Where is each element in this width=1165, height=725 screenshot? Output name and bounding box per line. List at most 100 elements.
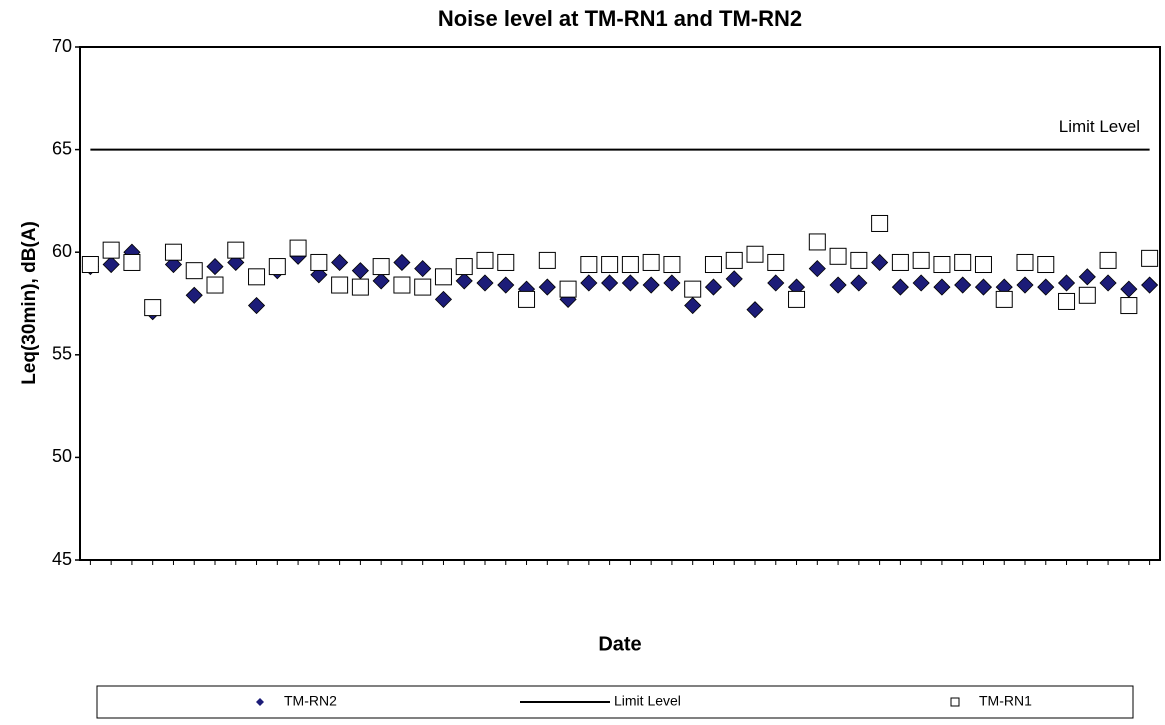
diamond-marker	[912, 274, 930, 292]
square-marker	[725, 251, 743, 269]
y-axis-label: Leq(30min), dB(A)	[19, 221, 40, 385]
diamond-marker	[476, 274, 494, 292]
square-marker	[912, 251, 930, 269]
diamond-marker	[974, 278, 993, 296]
square-marker	[974, 256, 992, 274]
diamond-marker	[434, 290, 453, 308]
square-marker	[206, 276, 224, 294]
legend-label: TM-RN1	[979, 693, 1032, 709]
diamond-marker	[1099, 274, 1117, 292]
square-marker	[954, 253, 972, 271]
diamond-marker	[580, 274, 598, 292]
square-marker	[704, 256, 722, 274]
diamond-marker	[704, 278, 723, 296]
diamond-marker	[642, 276, 660, 294]
diamond-marker	[393, 253, 411, 272]
diamond-marker	[372, 272, 390, 290]
square-marker	[227, 241, 245, 259]
square-marker	[684, 280, 702, 298]
square-marker	[642, 253, 660, 271]
diamond-marker	[871, 253, 889, 272]
diamond-marker	[1078, 268, 1096, 286]
square-marker	[497, 253, 515, 271]
square-marker	[248, 268, 266, 286]
diamond-marker	[1120, 280, 1138, 298]
y-tick-label: 50	[52, 446, 72, 466]
diamond-marker	[414, 260, 432, 278]
square-marker	[351, 278, 369, 296]
square-marker	[164, 243, 182, 261]
diamond-marker	[684, 296, 702, 315]
y-tick-label: 65	[52, 138, 72, 158]
square-marker	[331, 276, 349, 294]
square-marker	[788, 290, 806, 308]
diamond-marker	[1037, 278, 1055, 296]
square-marker	[1120, 297, 1138, 315]
square-marker	[601, 256, 619, 274]
square-marker	[580, 256, 598, 274]
square-marker	[663, 256, 681, 274]
y-tick-label: 60	[52, 241, 72, 261]
square-marker	[538, 251, 556, 269]
square-marker	[476, 251, 494, 269]
diamond-marker	[621, 274, 639, 292]
plot-frame	[79, 46, 1161, 561]
square-marker	[559, 280, 577, 298]
square-marker	[933, 256, 951, 274]
square-marker	[850, 251, 868, 269]
diamond-marker	[1141, 276, 1159, 294]
square-marker	[871, 214, 889, 232]
square-marker	[808, 233, 826, 251]
diamond-marker	[663, 274, 681, 292]
diamond-marker	[725, 270, 743, 288]
square-marker	[829, 247, 847, 265]
chart-title: Noise level at TM-RN1 and TM-RN2	[438, 6, 802, 31]
square-marker	[310, 253, 328, 271]
square-marker	[767, 253, 785, 271]
annotation: Limit Level	[1059, 117, 1140, 136]
square-marker	[891, 253, 909, 271]
x-axis-label: Date	[598, 633, 641, 655]
legend-swatch	[950, 697, 960, 707]
square-marker	[393, 276, 411, 294]
legend-swatch	[256, 698, 264, 706]
diamond-marker	[331, 253, 349, 272]
diamond-marker	[933, 278, 951, 296]
diamond-marker	[829, 276, 847, 294]
legend-label: TM-RN2	[284, 693, 337, 709]
square-marker	[185, 262, 203, 280]
square-marker	[81, 256, 99, 274]
square-marker	[123, 253, 141, 271]
y-tick-label: 45	[52, 549, 72, 569]
diamond-marker	[351, 262, 369, 280]
square-marker	[746, 245, 764, 263]
square-marker	[995, 290, 1013, 308]
diamond-marker	[455, 272, 473, 290]
diamond-marker	[891, 278, 909, 296]
square-marker	[518, 290, 536, 308]
diamond-marker	[1016, 276, 1034, 294]
legend-box	[96, 685, 1134, 719]
diamond-marker	[538, 278, 556, 296]
square-marker	[455, 258, 473, 276]
legend-label: Limit Level	[614, 693, 681, 709]
diamond-marker	[808, 260, 826, 278]
square-marker	[1078, 286, 1096, 304]
diamond-marker	[247, 296, 266, 315]
square-marker	[1058, 292, 1076, 310]
square-marker	[1141, 249, 1159, 267]
diamond-marker	[1057, 274, 1076, 292]
square-marker	[289, 239, 307, 257]
diamond-marker	[954, 276, 972, 294]
diamond-marker	[206, 257, 224, 276]
y-tick-label: 70	[52, 36, 72, 56]
square-marker	[1099, 251, 1117, 269]
diamond-marker	[746, 301, 764, 319]
square-marker	[268, 258, 286, 276]
diamond-marker	[767, 274, 785, 292]
square-marker	[434, 268, 452, 286]
square-marker	[414, 278, 432, 296]
square-marker	[102, 241, 120, 259]
square-marker	[1037, 256, 1055, 274]
